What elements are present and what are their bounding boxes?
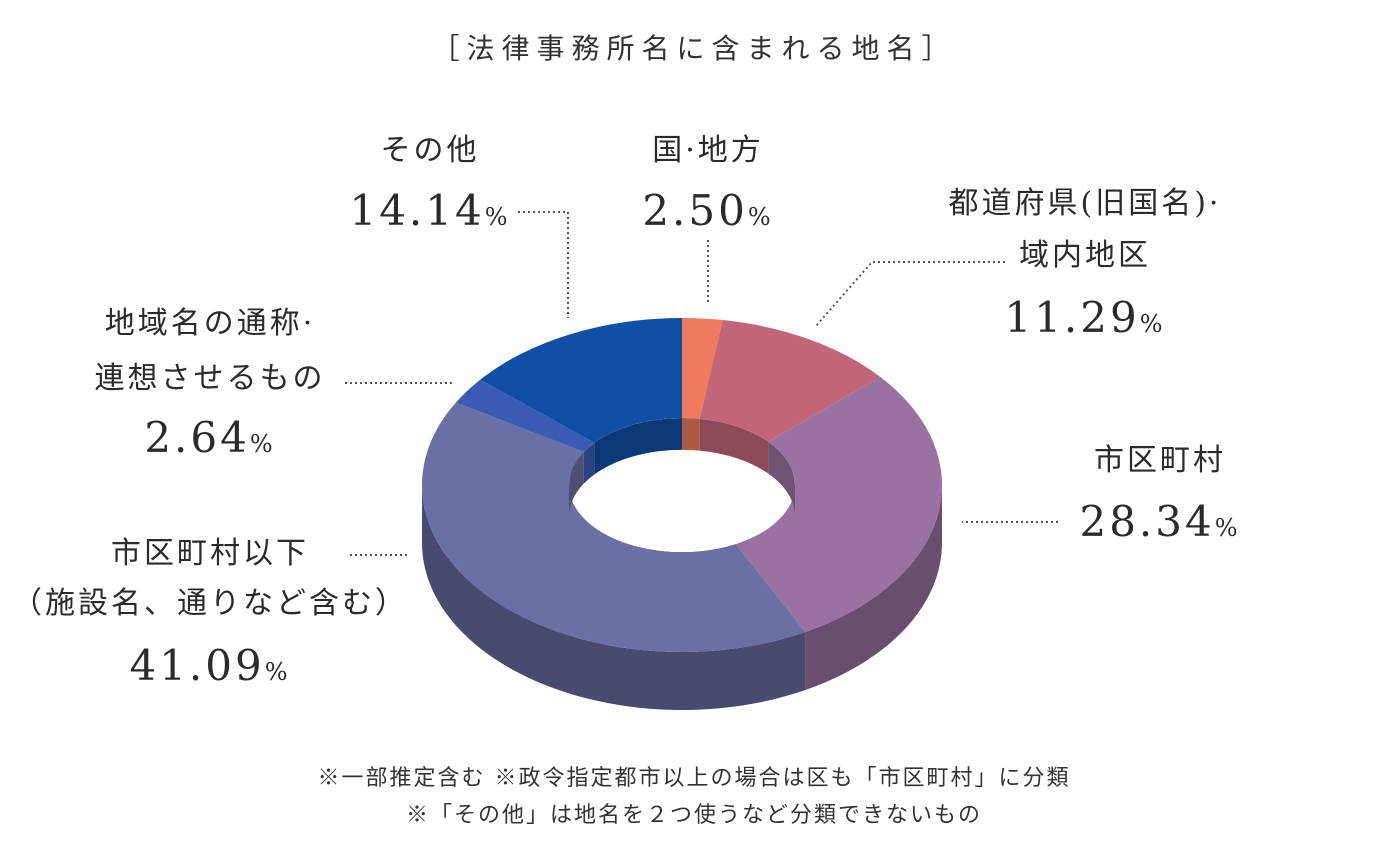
slice-3 (421, 402, 806, 653)
slice-value-unit-3: % (265, 658, 291, 686)
slice-value-number-5: 14.14 (349, 186, 484, 235)
leader-line-1 (814, 261, 1005, 328)
slice-label-3-line-0: 市区町村以下 (111, 536, 309, 571)
leader-line-5 (518, 211, 569, 318)
slice-label-2-line-0: 市区町村 (1094, 443, 1226, 478)
slice-value-number-3: 41.09 (129, 641, 264, 690)
slice-value-5: 14.14% (349, 186, 510, 235)
slice-value-unit-5: % (485, 203, 511, 231)
slice-inner-wall-2-0 (768, 441, 795, 517)
chart-title: ［法律事務所名に含まれる地名］ (431, 32, 956, 65)
slice-value-3: 41.09% (129, 641, 290, 690)
slice-5 (480, 318, 682, 443)
slice-inner-wall-0-0 (682, 418, 700, 451)
slice-label-5-line-0: その他 (381, 133, 480, 168)
slice-label-1-line-1: 域内地区 (1019, 238, 1151, 273)
slice-value-number-4: 2.64 (144, 413, 250, 462)
slice-value-number-1: 11.29 (1004, 293, 1139, 342)
slice-2 (735, 376, 943, 632)
slice-value-unit-0: % (748, 203, 774, 231)
slice-value-unit-1: % (1140, 310, 1166, 338)
slice-inner-wall-5-1 (594, 418, 682, 475)
footnote-2: ※「その他」は地名を２つ使うなど分類できないもの (406, 803, 982, 828)
slice-value-2: 28.34% (1079, 497, 1240, 546)
footnote-1: ※一部推定含む ※政令指定都市以上の場合は区も「市区町村」に分類 (318, 766, 1071, 791)
slice-label-4-line-1: 連想させるもの (95, 361, 326, 396)
slice-value-unit-4: % (250, 430, 276, 458)
donut-layer (421, 318, 943, 710)
slice-inner-wall-1-0 (699, 418, 769, 474)
slice-value-4: 2.64% (144, 413, 275, 462)
slice-0 (682, 318, 723, 419)
slice-inner-wall-3-1 (569, 451, 584, 517)
slice-1 (699, 320, 881, 442)
slice-label-0-line-0: 国·地方 (652, 133, 764, 168)
slice-labels: 国·地方 2.50% 都道府県(旧国名)· 域内地区 11.29% 市区町村 28.34% 市… (12, 133, 1240, 690)
slice-side-2 (805, 485, 942, 690)
slice-side-3 (422, 485, 806, 710)
slice-label-3-line-1: （施設名、通りなど含む） (12, 586, 408, 621)
slice-value-number-2: 28.34 (1079, 497, 1214, 546)
slice-inner-wall-4-1 (583, 442, 595, 484)
slice-value-number-0: 2.50 (642, 186, 748, 235)
leader-lines (345, 211, 1058, 556)
slice-value-unit-2: % (1215, 514, 1241, 542)
slice-value-1: 11.29% (1004, 293, 1165, 342)
slice-4 (455, 379, 595, 452)
slice-label-4-line-0: 地域名の通称· (105, 306, 316, 341)
slice-label-1-line-0: 都道府県(旧国名)· (949, 186, 1222, 221)
slice-value-0: 2.50% (642, 186, 773, 235)
